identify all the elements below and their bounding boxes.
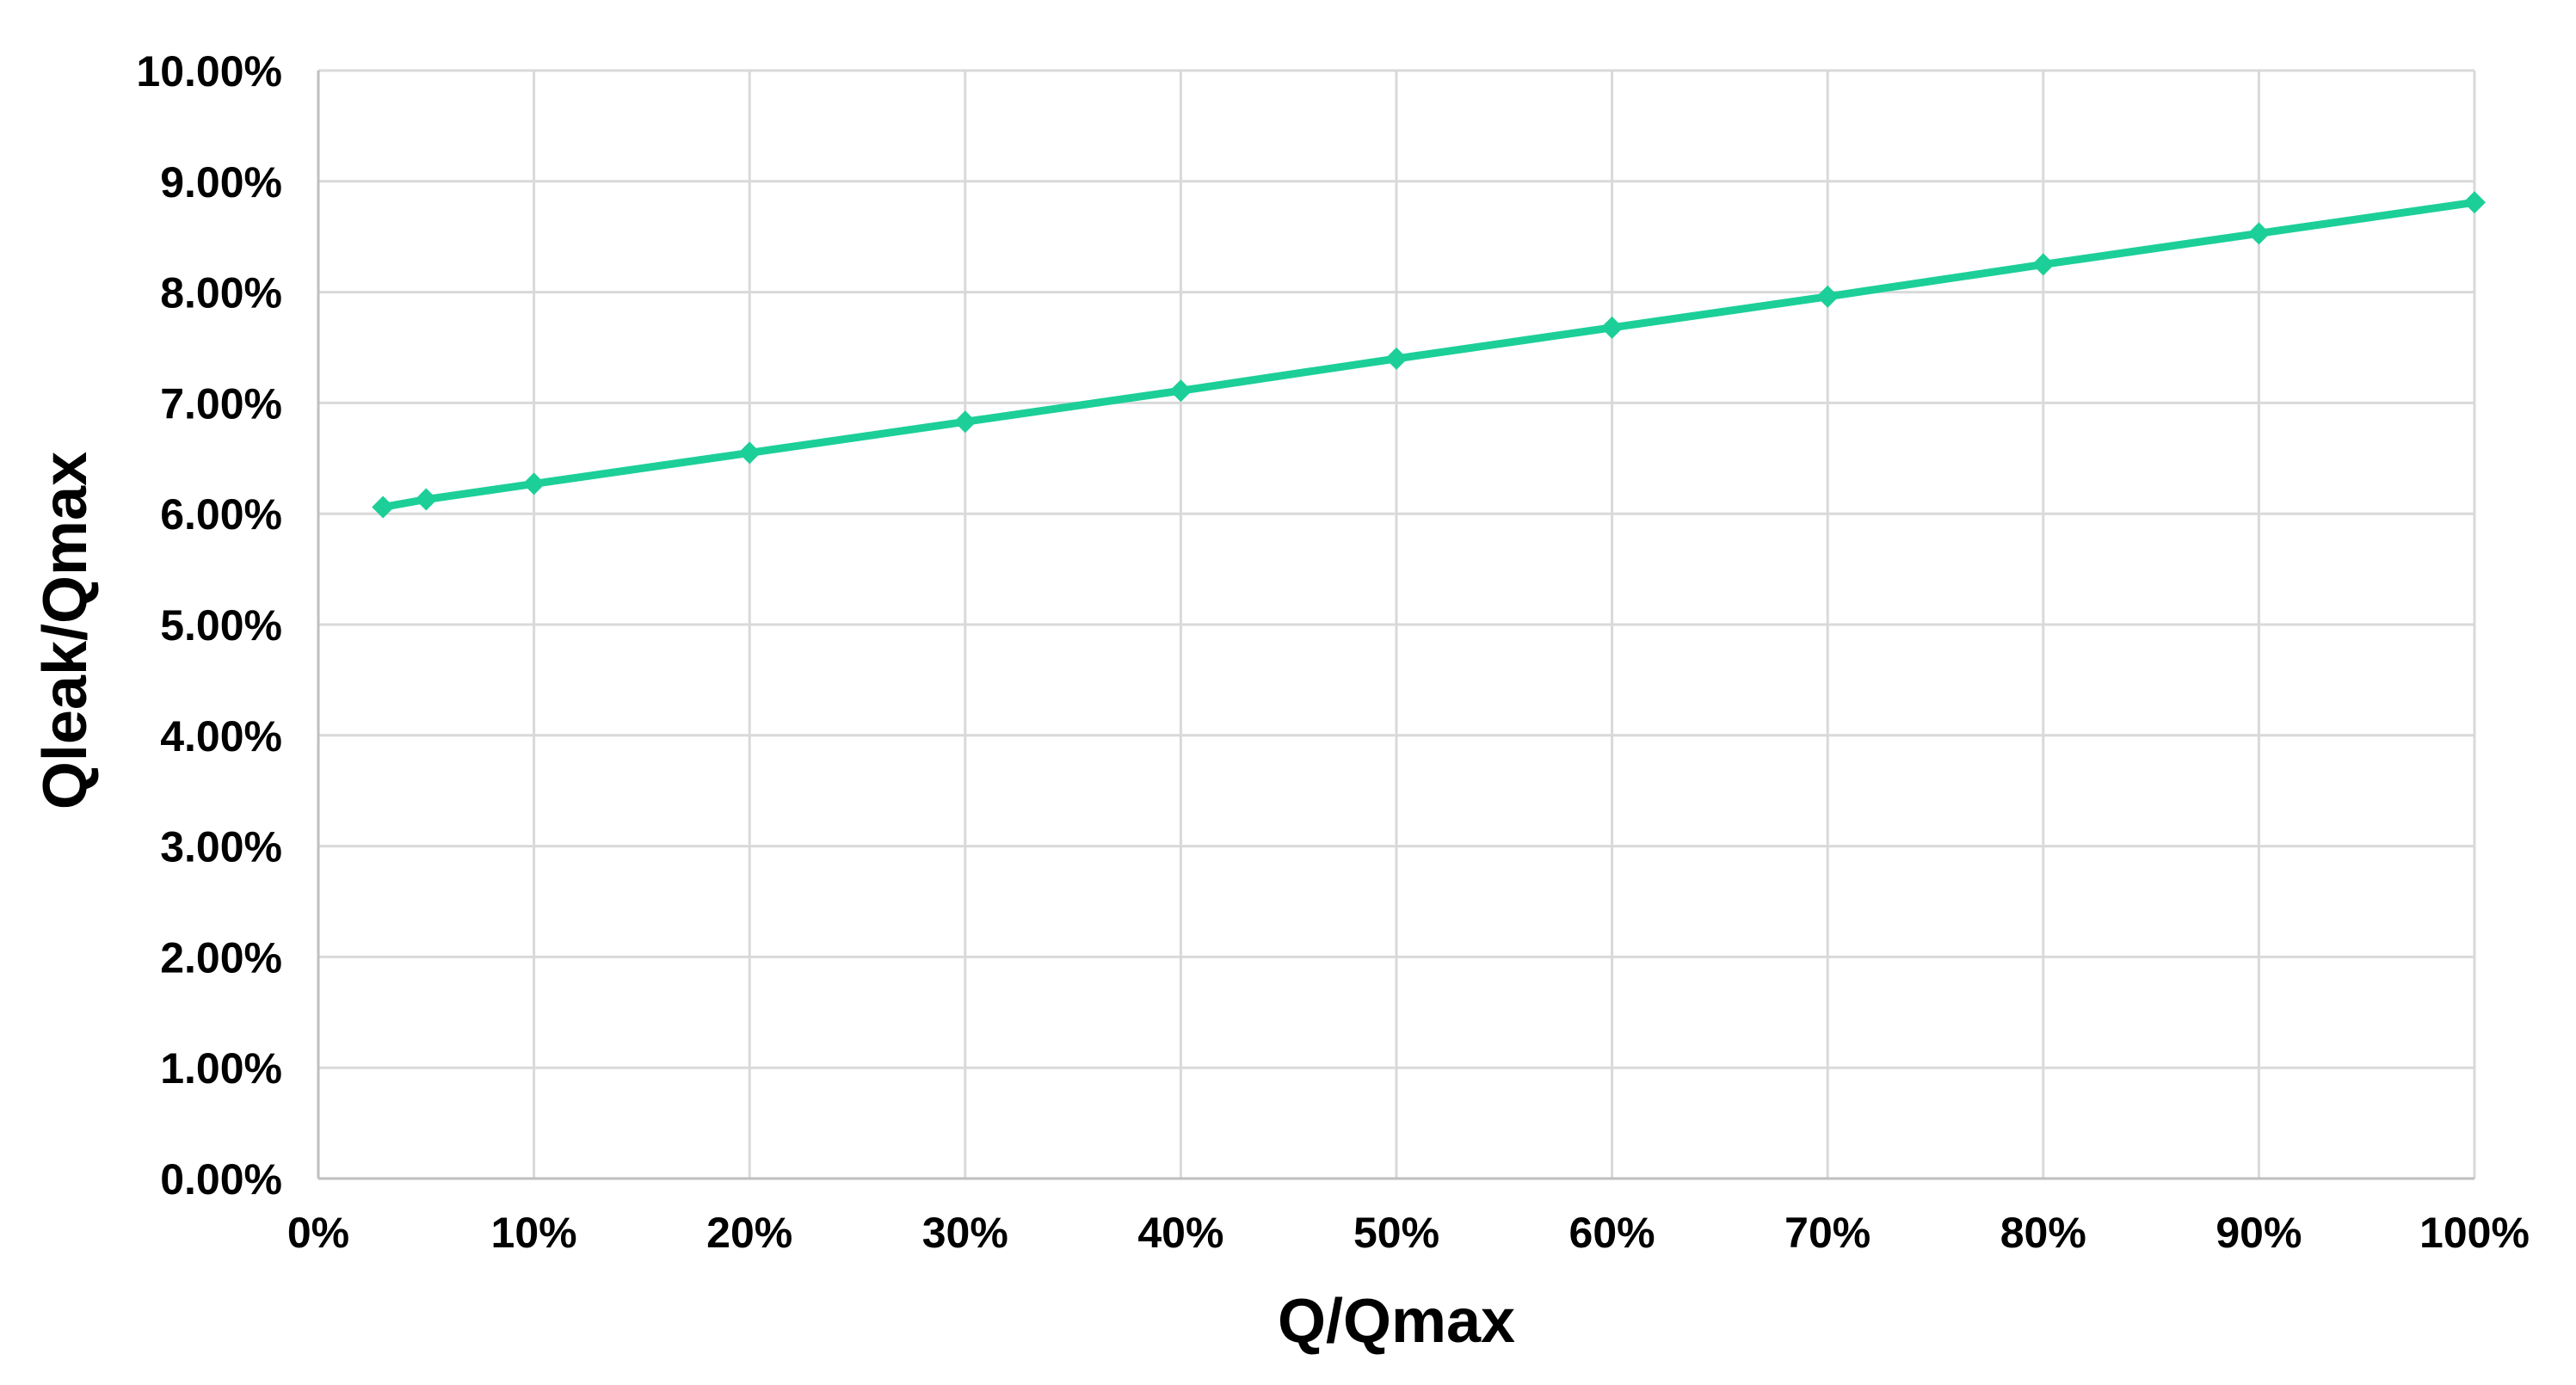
- x-tick-label: 80%: [2000, 1209, 2086, 1257]
- data-point-marker: [1600, 316, 1624, 339]
- series-layer: [372, 191, 2486, 519]
- y-axis-title: Qleak/Qmax: [31, 452, 100, 809]
- data-point-marker: [1385, 347, 1408, 370]
- data-point-marker: [953, 410, 977, 434]
- y-tick-label: 0.00%: [160, 1155, 282, 1203]
- axes: [317, 71, 2474, 1180]
- x-axis-tick-labels: 0% 10% 20% 30% 40% 50% 60% 70% 80% 90% 100%: [287, 1209, 2530, 1257]
- y-tick-label: 4.00%: [160, 712, 282, 760]
- series-line: [379, 198, 2479, 511]
- x-tick-label: 20%: [706, 1209, 792, 1257]
- x-tick-label: 60%: [1569, 1209, 1655, 1257]
- x-axis-title: Q/Qmax: [1278, 1287, 1515, 1356]
- x-tick-label: 0%: [287, 1209, 349, 1257]
- y-tick-label: 5.00%: [160, 601, 282, 649]
- y-tick-label: 1.00%: [160, 1044, 282, 1093]
- x-tick-label: 30%: [922, 1209, 1008, 1257]
- y-tick-label: 6.00%: [160, 490, 282, 539]
- x-tick-label: 10%: [491, 1209, 577, 1257]
- data-point-marker: [522, 472, 545, 496]
- data-point-marker: [2463, 191, 2486, 214]
- x-tick-label: 70%: [1784, 1209, 1870, 1257]
- data-point-marker: [415, 488, 438, 511]
- data-point-marker: [1816, 285, 1840, 308]
- data-point-marker: [2247, 222, 2271, 245]
- y-tick-label: 3.00%: [160, 823, 282, 871]
- data-point-marker: [1169, 379, 1192, 403]
- y-axis-tick-labels: 0.00% 1.00% 2.00% 3.00% 4.00% 5.00% 6.00% 7.00%…: [136, 47, 282, 1203]
- y-tick-label: 2.00%: [160, 933, 282, 982]
- data-point-marker: [2031, 253, 2055, 276]
- x-tick-label: 40%: [1137, 1209, 1223, 1257]
- data-point-marker: [738, 441, 761, 465]
- data-point-marker: [372, 496, 395, 519]
- y-tick-label: 7.00%: [160, 379, 282, 428]
- y-tick-label: 10.00%: [136, 47, 282, 95]
- y-tick-label: 8.00%: [160, 269, 282, 317]
- y-tick-label: 9.00%: [160, 158, 282, 206]
- x-tick-label: 50%: [1353, 1209, 1439, 1257]
- x-tick-label: 100%: [2419, 1209, 2530, 1257]
- x-tick-label: 90%: [2215, 1209, 2302, 1257]
